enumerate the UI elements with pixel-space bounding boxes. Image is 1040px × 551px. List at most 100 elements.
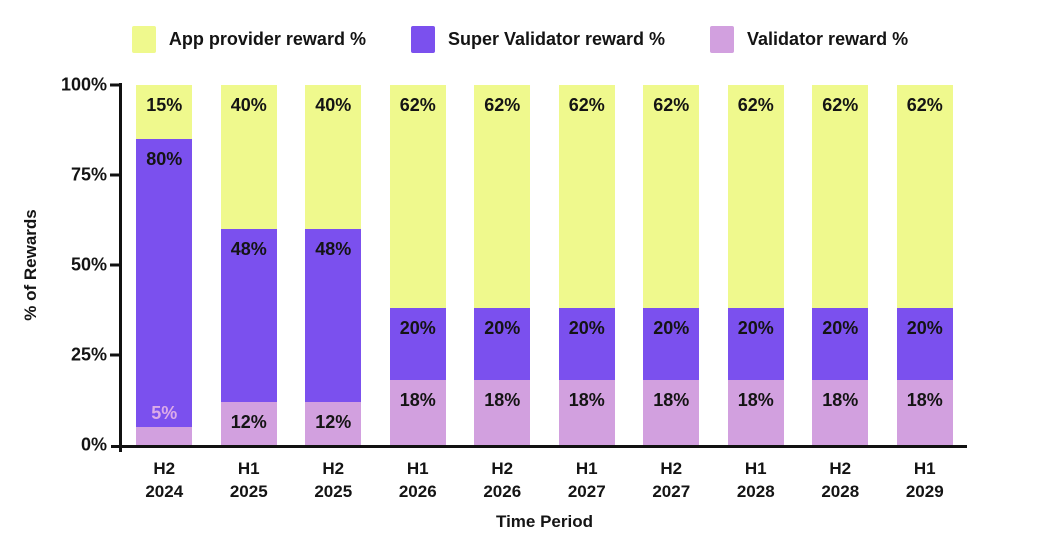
x-tick-label-h2-2027: H2 2027 — [652, 459, 691, 501]
bar-slot-h2-2028: 62% 20% 18% — [798, 85, 883, 445]
x-tick-label-h1-2025: H1 2025 — [229, 459, 268, 501]
segment-value-label: 20% — [822, 318, 859, 339]
segment-value-label: 18% — [906, 390, 943, 411]
plot-area: 100% 75% 50% 25% 0% 15% 80% 5% 40% 48% 12% 40%… — [61, 75, 967, 455]
app-provider-reward-segment: 15% — [136, 85, 193, 139]
app-provider-reward-segment: 40% — [305, 85, 362, 229]
stacked-bar-h2-2028: 62% 20% 18% — [812, 85, 869, 445]
bar-slot-h2-2027: 62% 20% 18% — [629, 85, 714, 445]
app-provider-reward-segment: 62% — [727, 85, 784, 309]
app-provider-reward-segment: 62% — [812, 85, 869, 309]
x-tick-label-h1-2027: H1 2027 — [567, 459, 606, 501]
app-provider-reward-segment: 40% — [220, 85, 277, 229]
segment-value-label: 5% — [151, 403, 178, 423]
validator-reward-segment: 18% — [643, 380, 700, 445]
bar-slot-h1-2025: 40% 48% 12% — [207, 85, 292, 445]
bar-slot-h1-2027: 62% 20% 18% — [545, 85, 630, 445]
bar-slot-h2-2026: 62% 20% 18% — [460, 85, 545, 445]
validator-reward-segment: 18% — [474, 380, 531, 445]
super-validator-reward-segment: 48% — [220, 229, 277, 402]
super-validator-reward-segment: 20% — [896, 308, 953, 381]
x-tick-label-h1-2026: H1 2026 — [398, 459, 437, 501]
bars-container: 15% 80% 5% 40% 48% 12% 40% 48% 12% 62% 20% 18% 62% 20… — [122, 85, 967, 445]
segment-value-label: 20% — [737, 318, 774, 339]
app-provider-reward-segment: 62% — [558, 85, 615, 309]
segment-value-label: 62% — [737, 95, 774, 115]
stacked-bar-h1-2028: 62% 20% 18% — [727, 85, 784, 445]
y-axis-title: % of Rewards — [21, 209, 40, 321]
segment-value-label: 20% — [568, 318, 605, 339]
validator-reward-segment: 18% — [896, 380, 953, 445]
stacked-bar-h2-2027: 62% 20% 18% — [643, 85, 700, 445]
legend-item-validator: Validator reward % — [710, 26, 908, 53]
super-validator-reward-segment: 20% — [474, 308, 531, 381]
super-validator-reward-segment: 80% — [136, 139, 193, 427]
stacked-bar-h2-2024: 15% 80% 5% — [136, 85, 193, 445]
bar-slot-h2-2024: 15% 80% 5% — [122, 85, 207, 445]
segment-value-label: 62% — [484, 95, 521, 115]
segment-value-label: 62% — [822, 95, 859, 115]
x-axis-title: Time Period — [496, 512, 593, 531]
stacked-bar-h2-2026: 62% 20% 18% — [474, 85, 531, 445]
super-validator-reward-segment: 20% — [727, 308, 784, 381]
x-tick-label-h1-2029: H1 2029 — [905, 459, 944, 501]
segment-value-label: 62% — [653, 95, 690, 115]
segment-value-label: 20% — [399, 318, 436, 339]
segment-value-label: 12% — [230, 411, 267, 432]
segment-value-label: 18% — [822, 390, 859, 411]
segment-value-label: 18% — [399, 390, 436, 411]
bar-slot-h1-2029: 62% 20% 18% — [883, 85, 968, 445]
segment-value-label: 18% — [484, 390, 521, 411]
segment-value-label: 20% — [484, 318, 521, 339]
x-tick-label-h2-2024: H2 2024 — [145, 459, 184, 501]
validator-reward-segment: 12% — [220, 401, 277, 445]
stacked-bar-h1-2026: 62% 20% 18% — [389, 85, 446, 445]
super-validator-reward-segment: 20% — [643, 308, 700, 381]
bar-slot-h1-2026: 62% 20% 18% — [376, 85, 461, 445]
validator-reward-segment: 18% — [727, 380, 784, 445]
y-tick-label-100: 100% — [60, 74, 107, 95]
stacked-bar-h1-2029: 62% 20% 18% — [896, 85, 953, 445]
legend-swatch-validator — [710, 26, 735, 53]
app-provider-reward-segment: 62% — [643, 85, 700, 309]
segment-value-label: 40% — [230, 95, 267, 115]
validator-reward-segment: 18% — [812, 380, 869, 445]
super-validator-reward-segment: 20% — [558, 308, 615, 381]
x-tick-label-h2-2026: H2 2026 — [483, 459, 522, 501]
y-tick-mark-75 — [110, 173, 121, 177]
y-tick-mark-50 — [110, 263, 121, 267]
y-tick-mark-100 — [110, 83, 121, 87]
legend-label-super-validator: Super Validator reward % — [447, 29, 666, 49]
app-provider-reward-segment: 62% — [389, 85, 446, 309]
segment-value-label: 62% — [399, 95, 436, 115]
segment-value-label: 20% — [653, 318, 690, 339]
segment-value-label: 18% — [653, 390, 690, 411]
validator-reward-segment: 12% — [305, 401, 362, 445]
legend-swatch-super-validator — [410, 26, 435, 53]
stacked-bar-h2-2025: 40% 48% 12% — [305, 85, 362, 445]
super-validator-reward-segment: 48% — [305, 229, 362, 402]
segment-value-label: 40% — [315, 95, 352, 115]
bar-slot-h1-2028: 62% 20% 18% — [714, 85, 799, 445]
legend-item-app-provider: App provider reward % — [131, 26, 366, 53]
x-tick-labels: H2 2024 H1 2025 H2 2025 H1 2026 H2 2026 H1 2027 H2 20… — [122, 458, 967, 504]
segment-value-label: 62% — [906, 95, 943, 115]
super-validator-reward-segment: 20% — [812, 308, 869, 381]
segment-value-label: 18% — [568, 390, 605, 411]
validator-reward-segment: 5% — [136, 404, 193, 445]
app-provider-reward-segment: 62% — [896, 85, 953, 309]
y-tick-label-0: 0% — [80, 434, 107, 455]
validator-reward-segment: 18% — [558, 380, 615, 445]
segment-value-label: 80% — [146, 149, 183, 169]
segment-value-label: 48% — [230, 239, 267, 259]
segment-value-label: 48% — [315, 239, 352, 259]
y-tick-label-75: 75% — [70, 164, 107, 185]
stacked-bar-h1-2025: 40% 48% 12% — [220, 85, 277, 445]
segment-value-label: 62% — [568, 95, 605, 115]
chart-legend: App provider reward % Super Validator re… — [0, 26, 1040, 53]
stacked-bar-h1-2027: 62% 20% 18% — [558, 85, 615, 445]
legend-item-super-validator: Super Validator reward % — [410, 26, 666, 53]
segment-value-label: 12% — [315, 411, 352, 432]
y-tick-mark-25 — [110, 353, 121, 357]
app-provider-reward-segment: 62% — [474, 85, 531, 309]
